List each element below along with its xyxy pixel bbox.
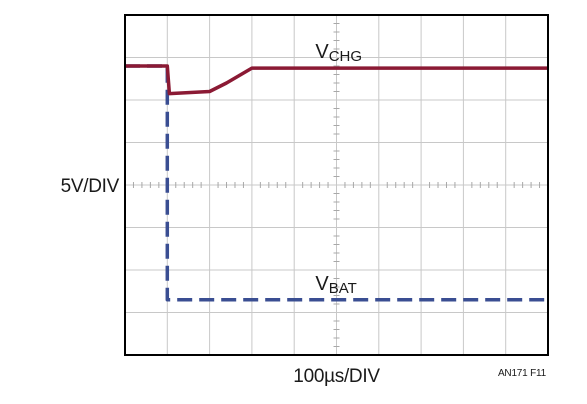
series-label-vbat: VBAT <box>315 273 356 297</box>
figure-id: AN171 F11 <box>498 368 547 379</box>
grid <box>125 15 548 355</box>
series-label-vchg-sub: CHG <box>329 48 362 65</box>
series-label-vchg-main: V <box>315 41 329 63</box>
center-axis-ticks <box>132 23 541 347</box>
trace-vchg <box>125 64 548 96</box>
series-label-vchg: VCHG <box>315 41 362 65</box>
y-scale-label: 5V/DIV <box>61 176 120 197</box>
traces <box>125 64 548 302</box>
trace-vbat <box>125 64 548 302</box>
plot-frame <box>124 14 549 356</box>
series-label-vbat-sub: BAT <box>329 280 357 297</box>
series-label-vbat-main: V <box>315 273 329 295</box>
x-scale-label: 100µs/DIV <box>293 366 380 387</box>
